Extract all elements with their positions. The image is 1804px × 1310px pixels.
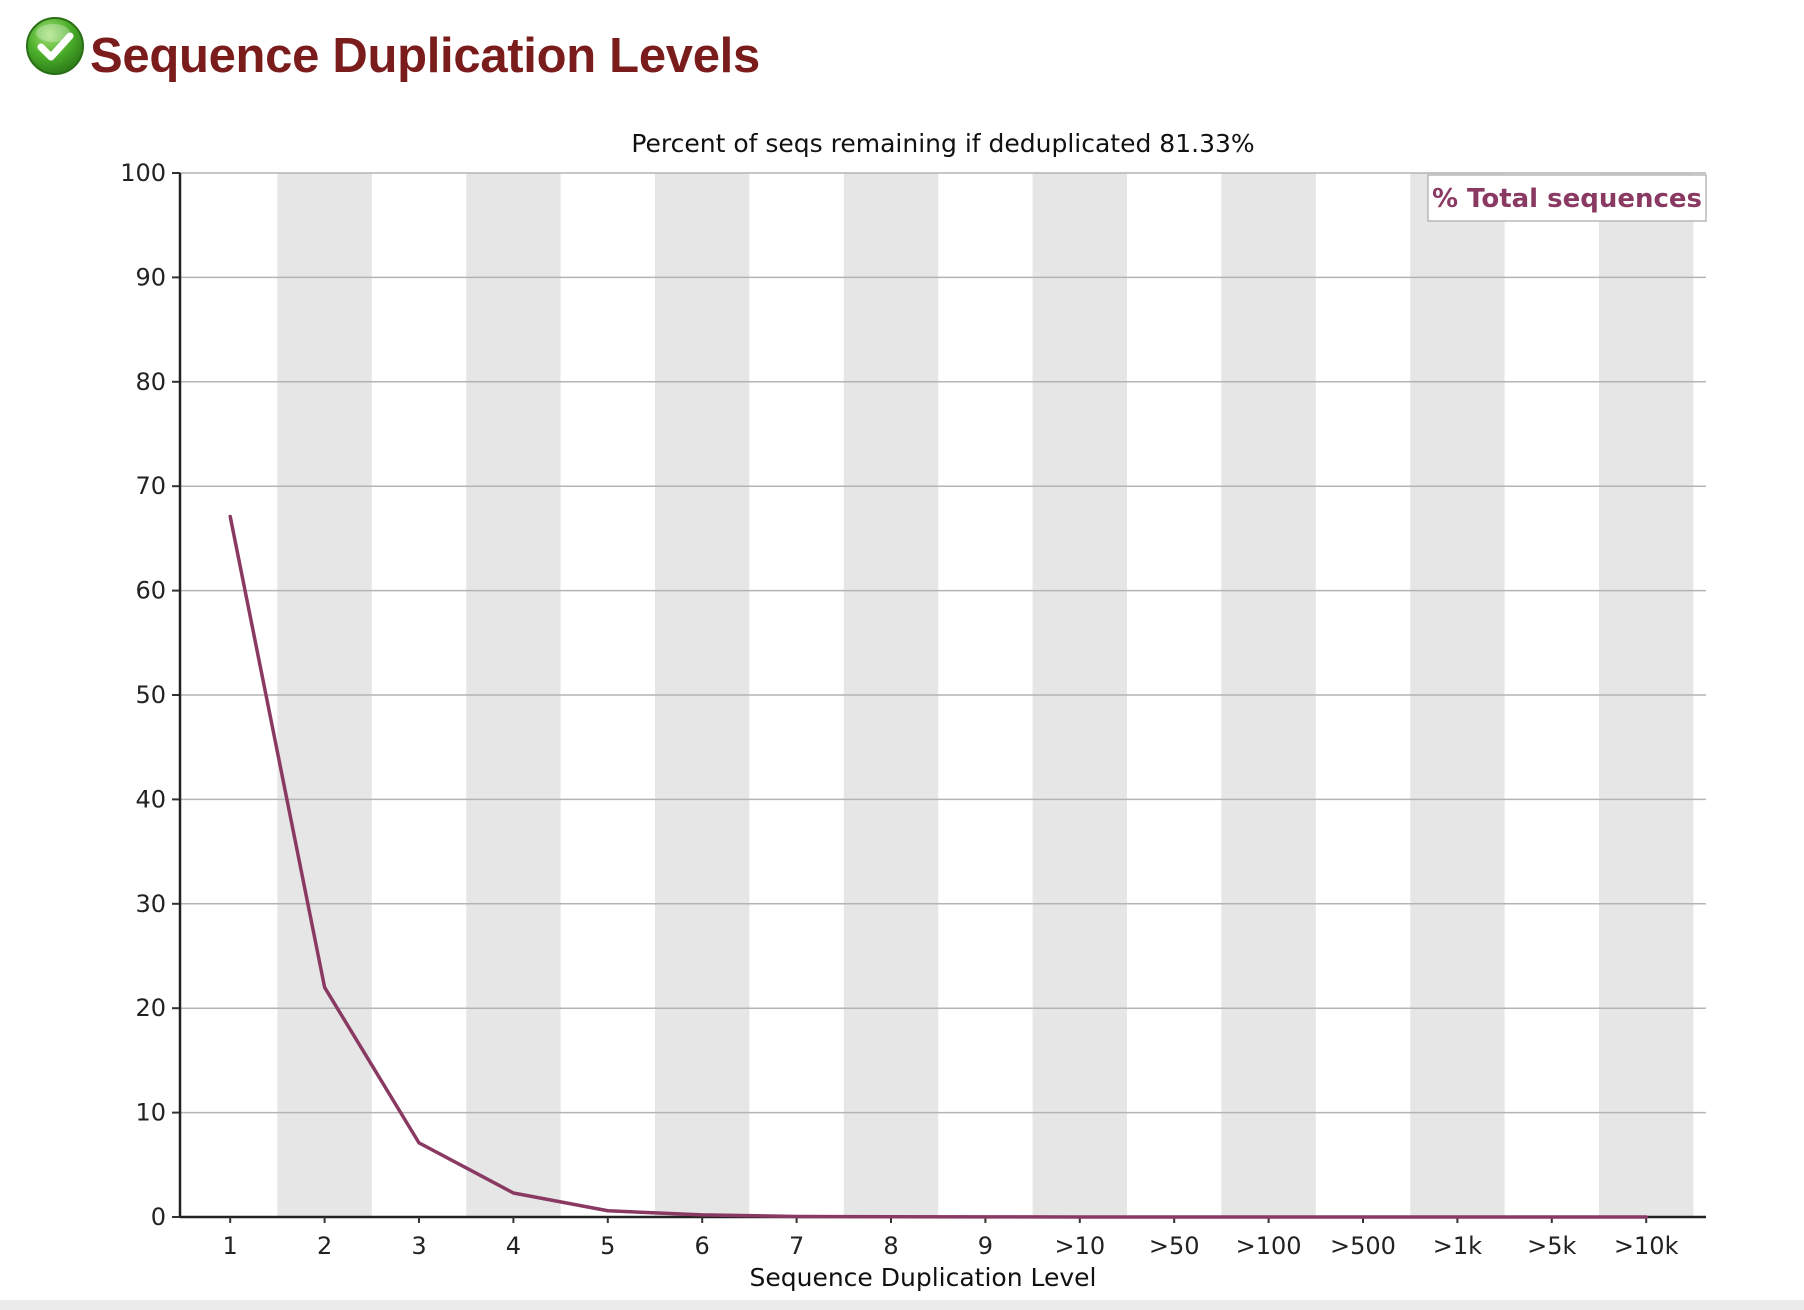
ytick-label-30: 30 [135,890,166,918]
data-point-0-9 [1078,1215,1082,1219]
data-point-0-13 [1456,1215,1459,1219]
page-header: Sequence Duplication Levels [24,16,760,96]
ytick-label-20: 20 [135,994,166,1022]
xtick-label-11: >100 [1236,1232,1302,1260]
legend-label: % Total sequences [1432,184,1702,214]
data-point-0-2 [417,1141,421,1145]
xtick-label-4: 5 [600,1232,615,1260]
xtick-label-3: 4 [506,1232,521,1260]
xtick-label-8: 9 [978,1232,993,1260]
xtick-label-5: 6 [695,1232,710,1260]
bottom-divider [0,1300,1804,1310]
xtick-label-15: >10k [1614,1232,1679,1260]
xtick-label-14: >5k [1527,1232,1576,1260]
ytick-label-90: 90 [135,263,166,291]
ytick-label-0: 0 [151,1203,166,1231]
ytick-label-80: 80 [135,368,166,396]
xtick-label-7: 8 [883,1232,898,1260]
data-point-0-7 [889,1215,893,1218]
data-point-0-14 [1550,1215,1554,1219]
xtick-label-2: 3 [411,1232,426,1260]
data-point-0-0 [229,515,232,518]
data-point-0-4 [606,1209,609,1212]
data-point-0-10 [1173,1215,1176,1219]
ytick-label-70: 70 [135,472,166,500]
data-point-0-15 [1645,1215,1648,1219]
x-axis-label: Sequence Duplication Level [749,1263,1096,1292]
xtick-label-6: 7 [789,1232,804,1260]
check-circle-icon [26,17,84,75]
xtick-label-9: >10 [1054,1232,1105,1260]
ytick-label-10: 10 [135,1099,166,1127]
xtick-label-0: 1 [223,1232,238,1260]
data-point-0-5 [701,1213,704,1217]
legend-box [1427,174,1707,222]
xtick-label-13: >1k [1433,1232,1482,1260]
xtick-label-1: 2 [317,1232,332,1260]
xtick-label-12: >500 [1330,1232,1396,1260]
ytick-label-100: 100 [120,159,166,187]
chart-title: Percent of seqs remaining if deduplicate… [631,129,1254,158]
xtick-label-10: >50 [1149,1232,1200,1260]
series-line-0 [228,514,1648,1219]
ytick-label-40: 40 [135,785,166,813]
ytick-label-50: 50 [135,681,166,709]
data-point-0-3 [512,1191,515,1195]
page-title: Sequence Duplication Levels [90,29,760,83]
data-point-0-1 [323,986,326,989]
data-point-0-6 [795,1215,798,1218]
ytick-label-60: 60 [135,577,166,605]
data-point-0-11 [1267,1215,1270,1219]
data-point-0-8 [984,1215,987,1219]
data-point-0-12 [1361,1215,1365,1219]
